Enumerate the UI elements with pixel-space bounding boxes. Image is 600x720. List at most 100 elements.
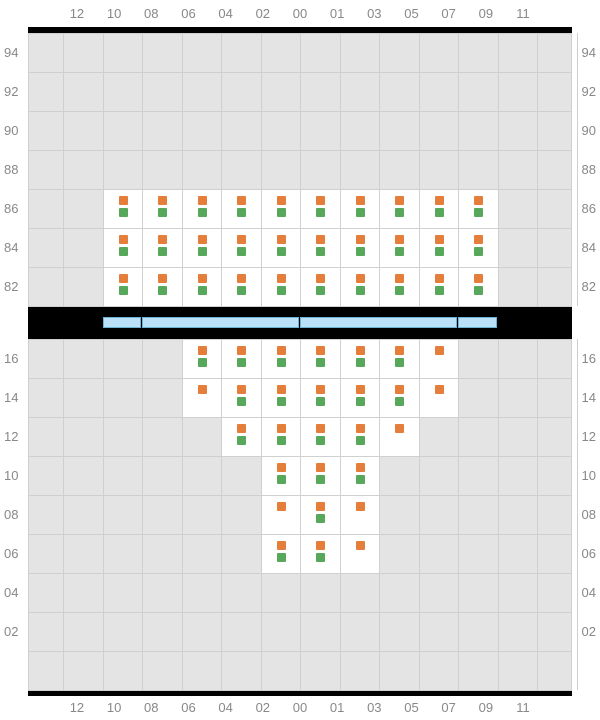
marker-orange xyxy=(277,346,286,355)
rack-cell[interactable] xyxy=(379,267,420,307)
marker-green xyxy=(237,286,246,295)
marker-orange xyxy=(198,385,207,394)
rack-cell[interactable] xyxy=(300,534,341,574)
rack-cell[interactable] xyxy=(182,339,223,379)
rack-cell[interactable] xyxy=(221,189,262,229)
rack-cell[interactable] xyxy=(182,228,223,268)
rack-cell[interactable] xyxy=(142,189,183,229)
rack-cell[interactable] xyxy=(379,228,420,268)
rack-cell[interactable] xyxy=(458,267,499,307)
rack-cell[interactable] xyxy=(261,534,302,574)
marker-green xyxy=(395,247,404,256)
marker-green xyxy=(316,436,325,445)
blue-segment xyxy=(458,317,497,328)
marker-orange xyxy=(277,385,286,394)
col-label: 01 xyxy=(319,6,356,21)
marker-orange xyxy=(395,346,404,355)
rack-cell[interactable] xyxy=(340,378,381,418)
marker-green xyxy=(435,247,444,256)
rack-cell[interactable] xyxy=(182,189,223,229)
rack-cell[interactable] xyxy=(340,495,381,535)
row-label: 82 xyxy=(572,279,600,295)
row-label: 06 xyxy=(572,546,600,562)
rack-cell[interactable] xyxy=(300,456,341,496)
rack-cell[interactable] xyxy=(261,228,302,268)
marker-green xyxy=(316,553,325,562)
rack-cell[interactable] xyxy=(379,189,420,229)
rack-cell[interactable] xyxy=(221,339,262,379)
rack-cell[interactable] xyxy=(419,189,460,229)
marker-orange xyxy=(277,463,286,472)
marker-green xyxy=(198,247,207,256)
rack-cell[interactable] xyxy=(340,339,381,379)
col-label: 10 xyxy=(96,6,133,21)
rack-cell[interactable] xyxy=(261,495,302,535)
rack-cell[interactable] xyxy=(340,228,381,268)
rack-cell[interactable] xyxy=(300,339,341,379)
rack-cell[interactable] xyxy=(103,228,144,268)
marker-orange xyxy=(237,346,246,355)
marker-green xyxy=(316,475,325,484)
marker-green xyxy=(316,247,325,256)
row-label: 08 xyxy=(572,507,600,523)
marker-orange xyxy=(395,424,404,433)
rack-cell[interactable] xyxy=(379,378,420,418)
marker-green xyxy=(277,208,286,217)
marker-green xyxy=(277,475,286,484)
rack-cell[interactable] xyxy=(458,228,499,268)
rack-cell[interactable] xyxy=(340,534,381,574)
marker-orange xyxy=(435,274,444,283)
rack-cell[interactable] xyxy=(419,267,460,307)
rack-cell[interactable] xyxy=(261,267,302,307)
marker-green xyxy=(158,247,167,256)
rack-cell[interactable] xyxy=(142,267,183,307)
marker-green xyxy=(435,286,444,295)
rack-cell[interactable] xyxy=(419,339,460,379)
marker-green xyxy=(198,208,207,217)
rack-cell[interactable] xyxy=(340,189,381,229)
rack-cell[interactable] xyxy=(300,495,341,535)
rack-cell[interactable] xyxy=(419,228,460,268)
rack-cell[interactable] xyxy=(261,417,302,457)
rack-cell[interactable] xyxy=(458,189,499,229)
rack-cell[interactable] xyxy=(379,417,420,457)
rack-cell[interactable] xyxy=(261,339,302,379)
rack-cell[interactable] xyxy=(300,378,341,418)
row-labels-r-upper: 94928886848290 xyxy=(572,33,600,306)
rack-cell[interactable] xyxy=(419,378,460,418)
marker-orange xyxy=(237,274,246,283)
rack-cell[interactable] xyxy=(379,339,420,379)
rack-cell[interactable] xyxy=(221,417,262,457)
rack-cell[interactable] xyxy=(340,417,381,457)
marker-green xyxy=(119,247,128,256)
rack-cell[interactable] xyxy=(103,189,144,229)
rack-cell[interactable] xyxy=(261,456,302,496)
marker-green xyxy=(119,286,128,295)
rack-cell[interactable] xyxy=(340,267,381,307)
col-label: 08 xyxy=(133,700,170,715)
rack-cell[interactable] xyxy=(142,228,183,268)
col-label: 07 xyxy=(430,700,467,715)
rack-cell[interactable] xyxy=(103,267,144,307)
row-labels-r-lower: 1614121008060402 xyxy=(572,339,600,690)
marker-green xyxy=(395,397,404,406)
rack-cell[interactable] xyxy=(300,417,341,457)
marker-orange xyxy=(237,235,246,244)
rack-cell[interactable] xyxy=(261,189,302,229)
rack-cell[interactable] xyxy=(300,228,341,268)
rack-cell[interactable] xyxy=(261,378,302,418)
row-label: 04 xyxy=(572,585,600,601)
rack-cell[interactable] xyxy=(221,378,262,418)
rack-cell[interactable] xyxy=(182,267,223,307)
blue-segment xyxy=(142,317,299,328)
row-label: 88 xyxy=(0,162,28,178)
marker-orange xyxy=(474,196,483,205)
rack-cell[interactable] xyxy=(340,456,381,496)
marker-green xyxy=(198,358,207,367)
rack-cell[interactable] xyxy=(182,378,223,418)
rack-cell[interactable] xyxy=(221,267,262,307)
rack-cell[interactable] xyxy=(221,228,262,268)
rack-cell[interactable] xyxy=(300,189,341,229)
rack-cell[interactable] xyxy=(300,267,341,307)
marker-orange xyxy=(119,235,128,244)
